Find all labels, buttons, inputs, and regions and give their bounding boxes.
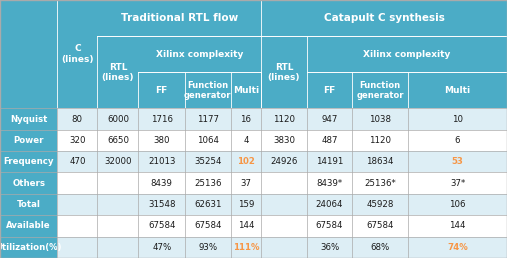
Text: 470: 470 <box>69 157 86 166</box>
Bar <box>57 237 507 258</box>
Text: Others: Others <box>12 179 45 188</box>
Text: 93%: 93% <box>198 243 218 252</box>
Text: 53: 53 <box>452 157 463 166</box>
Text: 3830: 3830 <box>273 136 295 145</box>
Text: 1120: 1120 <box>369 136 391 145</box>
Bar <box>0 130 57 151</box>
Text: Xilinx complexity: Xilinx complexity <box>156 50 243 59</box>
Text: 67584: 67584 <box>194 221 222 230</box>
Text: 144: 144 <box>238 221 254 230</box>
Bar <box>57 173 507 194</box>
Text: 67584: 67584 <box>367 221 394 230</box>
Text: 111%: 111% <box>233 243 259 252</box>
Text: 67584: 67584 <box>148 221 175 230</box>
Bar <box>0 108 57 130</box>
Bar <box>0 0 507 108</box>
Text: 1120: 1120 <box>273 115 295 124</box>
Text: 67584: 67584 <box>316 221 343 230</box>
Text: 18634: 18634 <box>367 157 394 166</box>
Text: Available: Available <box>6 221 51 230</box>
Text: 32000: 32000 <box>104 157 132 166</box>
Text: 6000: 6000 <box>107 115 129 124</box>
Text: 37: 37 <box>240 179 251 188</box>
Text: 24926: 24926 <box>270 157 298 166</box>
Bar <box>0 173 57 194</box>
Text: Multi: Multi <box>233 86 259 95</box>
Text: 6: 6 <box>455 136 460 145</box>
Text: RTL
(lines): RTL (lines) <box>268 62 300 82</box>
Text: FF: FF <box>323 86 336 95</box>
Text: 21013: 21013 <box>148 157 175 166</box>
Text: 106: 106 <box>449 200 466 209</box>
Text: 1716: 1716 <box>151 115 173 124</box>
Bar <box>0 237 57 258</box>
Text: 37*: 37* <box>450 179 465 188</box>
Text: Xilinx complexity: Xilinx complexity <box>363 50 451 59</box>
Bar <box>57 108 507 130</box>
Text: Catapult C synthesis: Catapult C synthesis <box>323 13 445 23</box>
Text: Traditional RTL flow: Traditional RTL flow <box>121 13 238 23</box>
Text: 1064: 1064 <box>197 136 219 145</box>
Text: Utilization(%): Utilization(%) <box>0 243 62 252</box>
Bar <box>57 194 507 215</box>
Text: C
(lines): C (lines) <box>61 44 94 64</box>
Text: RTL
(lines): RTL (lines) <box>101 62 134 82</box>
Text: 102: 102 <box>237 157 255 166</box>
Bar <box>57 130 507 151</box>
Text: 1038: 1038 <box>369 115 391 124</box>
Text: 1177: 1177 <box>197 115 219 124</box>
Text: 31548: 31548 <box>148 200 175 209</box>
Text: Nyquist: Nyquist <box>10 115 47 124</box>
Text: 62631: 62631 <box>194 200 222 209</box>
Text: 8439*: 8439* <box>316 179 343 188</box>
Text: 25136: 25136 <box>194 179 222 188</box>
Text: Function
generator: Function generator <box>184 80 232 100</box>
Text: 68%: 68% <box>371 243 390 252</box>
Text: 380: 380 <box>154 136 170 145</box>
Text: 144: 144 <box>449 221 466 230</box>
Text: Frequency: Frequency <box>4 157 54 166</box>
Text: Power: Power <box>13 136 44 145</box>
Text: 74%: 74% <box>447 243 468 252</box>
Text: 947: 947 <box>321 115 338 124</box>
Text: 16: 16 <box>240 115 251 124</box>
Text: Multi: Multi <box>445 86 470 95</box>
Text: 487: 487 <box>321 136 338 145</box>
Text: 24064: 24064 <box>316 200 343 209</box>
Text: 4: 4 <box>243 136 248 145</box>
Text: 36%: 36% <box>320 243 339 252</box>
Text: 47%: 47% <box>152 243 171 252</box>
Text: 159: 159 <box>238 200 254 209</box>
Text: Function
generator: Function generator <box>356 80 404 100</box>
Text: 45928: 45928 <box>367 200 394 209</box>
Bar <box>0 151 57 173</box>
Text: 25136*: 25136* <box>365 179 396 188</box>
Text: FF: FF <box>156 86 168 95</box>
Text: 14191: 14191 <box>316 157 343 166</box>
Text: Total: Total <box>17 200 41 209</box>
Text: 320: 320 <box>69 136 86 145</box>
Bar <box>0 194 57 215</box>
Text: 10: 10 <box>452 115 463 124</box>
Text: 80: 80 <box>72 115 83 124</box>
Bar <box>0 215 57 237</box>
Bar <box>57 215 507 237</box>
Bar <box>57 151 507 173</box>
Text: 8439: 8439 <box>151 179 173 188</box>
Text: 35254: 35254 <box>194 157 222 166</box>
Text: 6650: 6650 <box>107 136 129 145</box>
